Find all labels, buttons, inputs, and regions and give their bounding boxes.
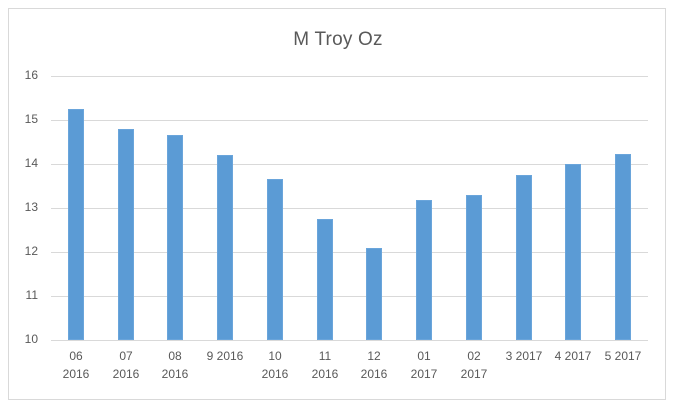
y-axis-tick-label: 15 [24,112,38,126]
x-axis-label-line: 2016 [161,367,189,381]
bar[interactable] [68,109,84,340]
x-axis-tick-label: 11 2016 [300,347,350,383]
x-axis-tick-label: 3 2017 [499,347,549,383]
y-axis-tick-label: 16 [24,68,38,82]
bar[interactable] [167,135,183,340]
x-axis-label-line: 08 [168,349,182,363]
gridline [51,164,648,165]
y-axis-tick-label: 14 [24,156,38,170]
gridline [51,296,648,297]
x-axis-label-line: 2017 [460,367,488,381]
gridline [51,252,648,253]
bar[interactable] [317,219,333,340]
x-axis-label-line: 12 [367,349,381,363]
bar[interactable] [366,248,382,340]
x-axis-label-line: 06 [69,349,83,363]
x-axis-tick-label: 9 2016 [200,347,250,383]
x-axis-tick-label: 4 2017 [548,347,598,383]
x-axis-label-line: 9 2016 [206,349,244,363]
bar[interactable] [615,154,631,340]
x-axis-label-line: 07 [119,349,133,363]
x-axis-tick-label: 07 2016 [101,347,151,383]
x-axis-label-line: 2016 [360,367,388,381]
y-axis-tick-label: 11 [25,288,38,302]
bar[interactable] [217,155,233,340]
y-axis-tick-label: 12 [24,244,38,258]
x-axis-label-line: 5 2017 [604,349,642,363]
bar[interactable] [416,200,432,340]
bar[interactable] [267,179,283,340]
x-axis-label-line: 3 2017 [505,349,543,363]
x-axis-tick-label: 12 2016 [349,347,399,383]
bar[interactable] [118,129,134,340]
gridline [51,120,648,121]
x-axis-label-line: 2016 [112,367,140,381]
gridline [51,340,648,341]
x-axis-label-line: 10 [268,349,282,363]
x-axis-label-line: 2016 [261,367,289,381]
x-axis-tick-label: 06 2016 [51,347,101,383]
x-axis-tick-label: 10 2016 [250,347,300,383]
x-axis-tick-label: 5 2017 [598,347,648,383]
bar[interactable] [516,175,532,340]
x-axis-label-line: 02 [467,349,481,363]
bar[interactable] [466,195,482,340]
x-axis-label-line: 4 2017 [554,349,592,363]
chart-frame [8,8,666,400]
gridline [51,76,648,77]
x-axis-label-line [200,365,250,383]
y-axis-tick-label: 10 [24,332,38,346]
x-axis-label-line [499,365,549,383]
x-axis-tick-label: 08 2016 [150,347,200,383]
x-axis-label-line: 2016 [311,367,339,381]
x-axis-label-line [548,365,598,383]
x-axis-label-line: 2016 [62,367,90,381]
x-axis-label-line [598,365,648,383]
x-axis-tick-label: 02 2017 [449,347,499,383]
x-axis-label-line: 11 [318,349,332,363]
chart-title: M Troy Oz [293,29,383,50]
y-axis-tick-label: 13 [24,200,38,214]
x-axis-tick-label: 01 2017 [399,347,449,383]
x-axis-label-line: 2017 [410,367,438,381]
gridline [51,208,648,209]
bar[interactable] [565,164,581,340]
x-axis-label-line: 01 [417,349,431,363]
